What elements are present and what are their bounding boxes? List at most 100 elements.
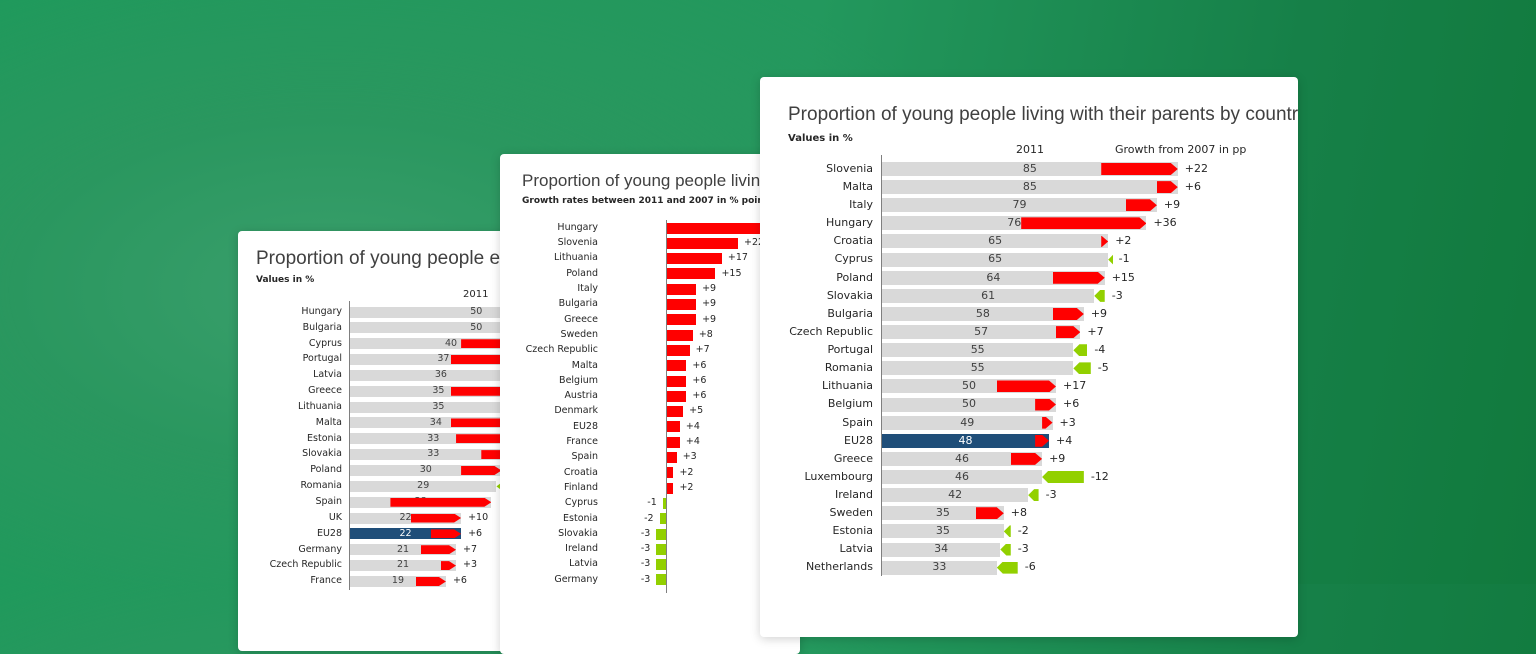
bar-increase (667, 360, 687, 372)
axis-line (349, 301, 350, 591)
category-label: Bulgaria (558, 298, 598, 310)
bar-decrease (656, 559, 666, 571)
decrease-arrow (1042, 471, 1084, 484)
value-label: 76 (1007, 216, 1022, 230)
bar-decrease (659, 513, 666, 525)
value-label: 85 (1022, 179, 1037, 193)
bar-2011 (350, 560, 457, 572)
category-label: Ireland (565, 543, 598, 555)
category-label: Cyprus (834, 252, 873, 266)
growth-label: +3 (463, 559, 478, 571)
decrease-arrow (496, 481, 502, 491)
category-label: Czech Republic (789, 324, 873, 338)
chart-subtitle: Values in % (256, 275, 315, 285)
growth-label: -2 (1017, 524, 1029, 538)
bar-increase (667, 436, 680, 448)
category-label: Malta (571, 359, 598, 371)
bar-increase (667, 482, 674, 494)
value-label: +9 (702, 298, 717, 310)
bar-2011 (350, 401, 527, 413)
bar-2011 (882, 415, 1053, 430)
value-label: 57 (974, 324, 989, 338)
bar-2011 (882, 180, 1178, 195)
category-label: Portugal (827, 343, 873, 357)
chart-subtitle: Values in % (788, 133, 853, 144)
value-label: 42 (948, 488, 963, 501)
bar-2011 (882, 524, 1004, 539)
growth-label: -6 (1024, 560, 1036, 574)
category-label: Hungary (826, 216, 873, 230)
value-label: 49 (960, 415, 975, 429)
growth-label: -3 (1045, 488, 1057, 501)
growth-label: +9 (1163, 198, 1181, 212)
category-label: Austria (564, 390, 598, 402)
category-label: Lithuania (822, 379, 873, 393)
bar-increase (667, 268, 716, 280)
chart-title: Proportion of young people living with t… (788, 104, 1298, 125)
bar-increase (667, 237, 739, 249)
value-label: 30 (419, 464, 432, 476)
growth-label: +6 (452, 575, 467, 587)
category-label: Malta (315, 416, 342, 428)
chart-title: Proportion of young people living w (522, 171, 787, 190)
category-label: Luxembourg (804, 469, 873, 483)
category-label: Lithuania (553, 252, 598, 264)
category-label: Bulgaria (827, 306, 873, 320)
value-label: 22 (399, 511, 412, 523)
bar-2011 (350, 322, 538, 334)
category-label: Slovenia (557, 237, 598, 249)
value-label: 29 (417, 480, 430, 492)
growth-label: -3 (1111, 288, 1123, 302)
category-label: Latvia (839, 542, 874, 556)
growth-label: +7 (1087, 324, 1104, 338)
category-label: Germany (554, 573, 598, 585)
bar-increase (667, 222, 784, 234)
category-label: Cyprus (308, 337, 342, 349)
value-label: 33 (427, 448, 440, 460)
growth-label: -3 (1017, 542, 1029, 556)
bar-increase (667, 329, 693, 341)
bar-2011 (882, 325, 1081, 340)
value-label: -3 (640, 543, 651, 555)
bar-2011 (350, 465, 502, 476)
decrease-arrow (996, 561, 1018, 574)
bar-2011 (350, 369, 532, 381)
decrease-arrow (1003, 525, 1011, 538)
category-label: Bulgaria (302, 321, 342, 333)
category-label: Croatia (833, 234, 873, 248)
category-label: Poland (836, 270, 873, 284)
growth-label: -1 (1118, 252, 1130, 266)
column-header-growth: Growth from 2007 in pp (1115, 143, 1247, 156)
value-label: 34 (429, 416, 442, 428)
value-label: 55 (970, 343, 985, 357)
category-label: Portugal (302, 353, 342, 365)
increase-arrow (416, 577, 446, 586)
increase-arrow (456, 434, 517, 443)
bar-decrease (656, 574, 666, 586)
value-label: 79 (1012, 198, 1027, 212)
category-label: Hungary (301, 305, 342, 317)
bar-increase (667, 421, 680, 433)
category-label: Slovenia (826, 161, 873, 175)
value-label: 48 (958, 433, 973, 447)
value-label: 46 (955, 451, 970, 465)
value-label: +2 (679, 466, 694, 478)
value-label: +4 (685, 436, 700, 448)
value-label: 40 (444, 337, 458, 349)
value-label: +3 (682, 451, 697, 463)
bar-2011 (882, 306, 1084, 321)
increase-arrow (390, 498, 491, 507)
increase-arrow (1126, 199, 1157, 211)
category-label: EU28 (844, 433, 873, 447)
value-label: +9 (702, 283, 717, 295)
value-label: +6 (692, 390, 707, 402)
value-label: 61 (981, 288, 996, 302)
decrease-arrow (1094, 289, 1105, 302)
chart-subtitle: Growth rates between 2011 and 2007 in % … (522, 196, 774, 206)
category-label: Latvia (313, 369, 342, 381)
value-label: -1 (647, 497, 657, 509)
increase-arrow (1101, 163, 1178, 175)
increase-arrow (451, 355, 537, 364)
growth-label: +8 (1010, 506, 1028, 520)
increase-arrow (441, 561, 456, 570)
